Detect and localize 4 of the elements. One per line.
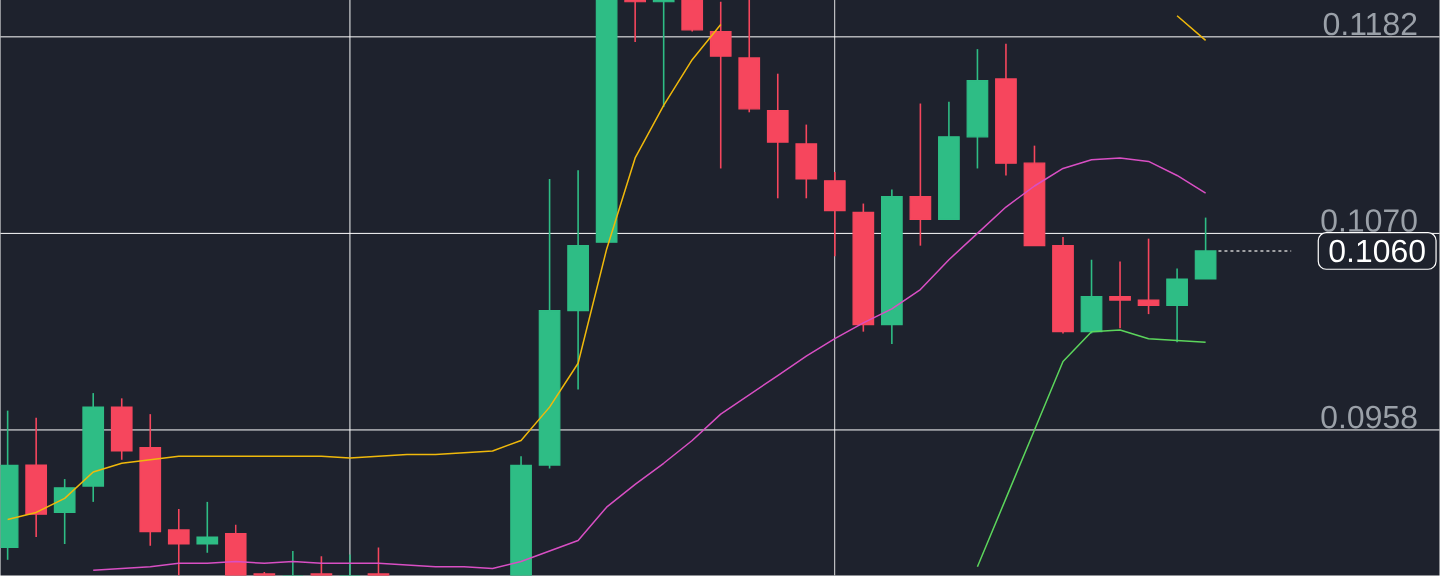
ref-line-label: 0.1060 [1329, 239, 1425, 263]
y-tick-label: 0.1070 [1321, 209, 1417, 233]
y-tick-label: 0.1182 [1323, 12, 1417, 36]
y-tick-label: 0.0958 [1321, 405, 1417, 429]
